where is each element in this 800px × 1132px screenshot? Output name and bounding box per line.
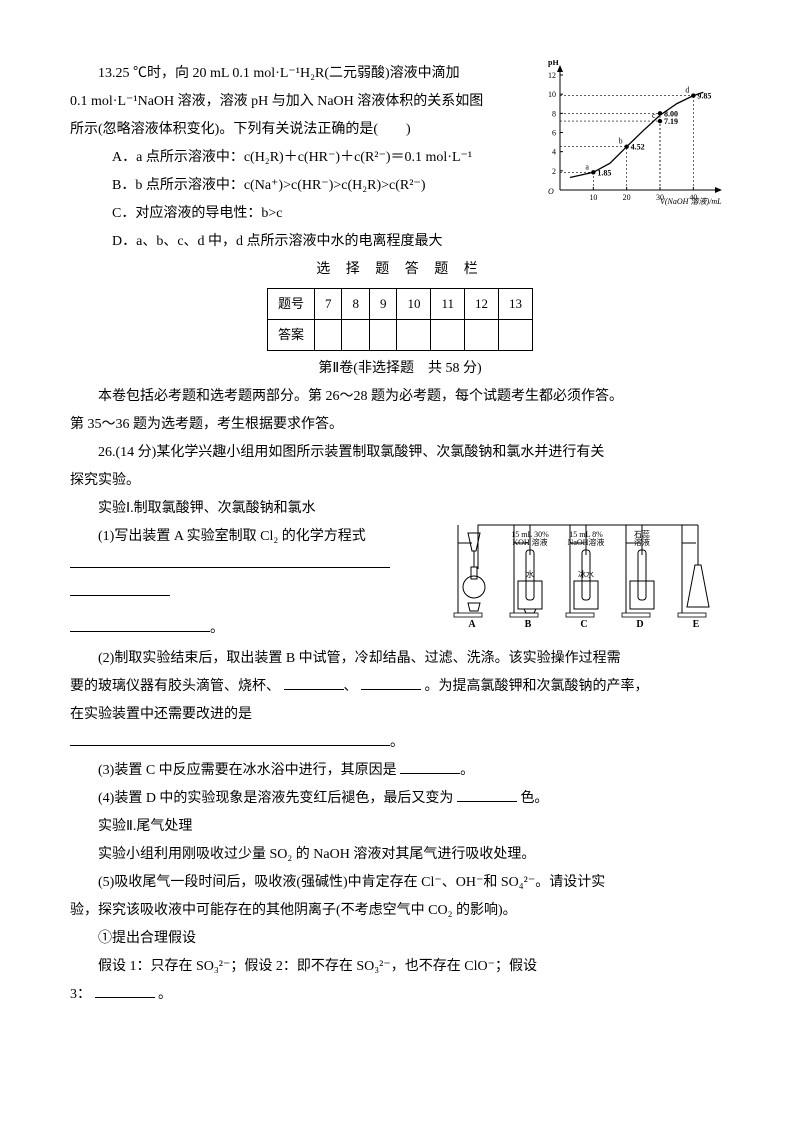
svg-text:20: 20 bbox=[623, 193, 631, 202]
q26-p2b: 要的玻璃仪器有胶头滴管、烧杯、 、 。为提高氯酸钾和次氯酸钠的产率， bbox=[70, 673, 730, 701]
svg-text:O: O bbox=[548, 187, 554, 196]
ph-chart: pHV(NaOH 溶液)/mLO24681012102030401.85a4.5… bbox=[530, 60, 730, 210]
exp2-title: 实验Ⅱ.尾气处理 bbox=[70, 813, 730, 841]
blank[interactable] bbox=[361, 675, 421, 690]
blank-line[interactable] bbox=[70, 617, 210, 632]
exp2-line: 实验小组利用刚吸收过少量 SO₂ 的 NaOH 溶液对其尾气进行吸收处理。 bbox=[70, 841, 730, 869]
svg-text:KOH 溶液: KOH 溶液 bbox=[512, 537, 547, 547]
blank[interactable] bbox=[284, 675, 344, 690]
part2-title: 第Ⅱ卷(非选择题 共 58 分) bbox=[70, 355, 730, 383]
q26-p2a: (2)制取实验结束后，取出装置 B 中试管，冷却结晶、过滤、洗涤。该实验操作过程… bbox=[70, 645, 730, 673]
blank[interactable] bbox=[95, 983, 155, 998]
ph-chart-svg: pHV(NaOH 溶液)/mLO24681012102030401.85a4.5… bbox=[530, 60, 730, 210]
svg-text:4: 4 bbox=[552, 148, 556, 157]
svg-text:D: D bbox=[636, 619, 643, 630]
svg-text:E: E bbox=[693, 619, 700, 630]
blank-line[interactable] bbox=[70, 731, 390, 746]
svg-text:d: d bbox=[685, 86, 689, 95]
answer-table: 题号 7 8 9 10 11 12 13 答案 bbox=[267, 288, 533, 351]
svg-text:C: C bbox=[580, 619, 587, 630]
svg-text:6: 6 bbox=[552, 129, 556, 138]
svg-text:pH: pH bbox=[548, 60, 559, 67]
th-num: 题号 bbox=[267, 289, 314, 320]
svg-text:30: 30 bbox=[656, 193, 664, 202]
q26-p5c: ①提出合理假设 bbox=[70, 925, 730, 953]
svg-text:2: 2 bbox=[552, 167, 556, 176]
svg-text:1.85: 1.85 bbox=[597, 168, 611, 177]
table-row: 答案 bbox=[267, 320, 532, 351]
q26-stem2: 探究实验。 bbox=[70, 467, 730, 495]
blank[interactable] bbox=[457, 787, 517, 802]
blank-line[interactable] bbox=[70, 581, 170, 596]
svg-text:B: B bbox=[525, 619, 532, 630]
svg-text:a: a bbox=[585, 162, 589, 171]
svg-text:10: 10 bbox=[589, 193, 597, 202]
part2-intro1: 本卷包括必考题和选考题两部分。第 26～28 题为必考题，每个试题考生都必须作答… bbox=[70, 383, 730, 411]
blank-line[interactable] bbox=[70, 553, 390, 568]
svg-text:40: 40 bbox=[689, 193, 697, 202]
svg-text:4.52: 4.52 bbox=[631, 143, 645, 152]
q13-optD: D．a、b、c、d 中，d 点所示溶液中水的电离程度最大 bbox=[70, 228, 730, 256]
svg-text:溶液: 溶液 bbox=[634, 537, 650, 547]
svg-text:10: 10 bbox=[548, 90, 556, 99]
svg-text:NaOH溶液: NaOH溶液 bbox=[568, 537, 605, 547]
q26-p3: (3)装置 C 中反应需要在冰水浴中进行，其原因是 。 bbox=[70, 757, 730, 785]
table-row: 题号 7 8 9 10 11 12 13 bbox=[267, 289, 532, 320]
q26-p5a: (5)吸收尾气一段时间后，吸收液(强碱性)中肯定存在 Cl⁻、OH⁻和 SO₄²… bbox=[70, 869, 730, 897]
svg-text:8.00: 8.00 bbox=[664, 109, 678, 118]
svg-text:c: c bbox=[652, 111, 656, 120]
svg-text:7.19: 7.19 bbox=[664, 117, 678, 126]
svg-text:冰水: 冰水 bbox=[578, 569, 594, 579]
q26-stem: 26.(14 分)某化学兴趣小组用如图所示装置制取氯酸钾、次氯酸钠和氯水并进行有… bbox=[70, 439, 730, 467]
svg-text:A: A bbox=[468, 619, 476, 630]
answer-bar-title: 选 择 题 答 题 栏 bbox=[70, 256, 730, 284]
svg-text:9.85: 9.85 bbox=[697, 92, 711, 101]
q26-p5d: 假设 1：只存在 SO₃²⁻；假设 2：即不存在 SO₃²⁻，也不存在 ClO⁻… bbox=[70, 953, 730, 981]
svg-text:b: b bbox=[619, 137, 623, 146]
th-ans: 答案 bbox=[267, 320, 314, 351]
svg-text:水: 水 bbox=[526, 569, 534, 579]
q26-p5e: 3： 。 bbox=[70, 981, 730, 1009]
svg-text:8: 8 bbox=[552, 109, 556, 118]
part2-intro2: 第 35～36 题为选考题，考生根据要求作答。 bbox=[70, 411, 730, 439]
q26-p2c: 在实验装置中还需要改进的是 bbox=[70, 701, 730, 729]
apparatus-diagram: 15 mL 30%KOH 溶液水15 mL 8%NaOH溶液冰水石蕊溶液ABCD… bbox=[440, 495, 730, 641]
blank[interactable] bbox=[400, 759, 460, 774]
q26-p5b: 验，探究该吸收液中可能存在的其他阴离子(不考虑空气中 CO₂ 的影响)。 bbox=[70, 897, 730, 925]
apparatus-svg: 15 mL 30%KOH 溶液水15 mL 8%NaOH溶液冰水石蕊溶液ABCD… bbox=[440, 495, 730, 630]
q26-p4: (4)装置 D 中的实验现象是溶液先变红后褪色，最后又变为 色。 bbox=[70, 785, 730, 813]
svg-text:12: 12 bbox=[548, 71, 556, 80]
